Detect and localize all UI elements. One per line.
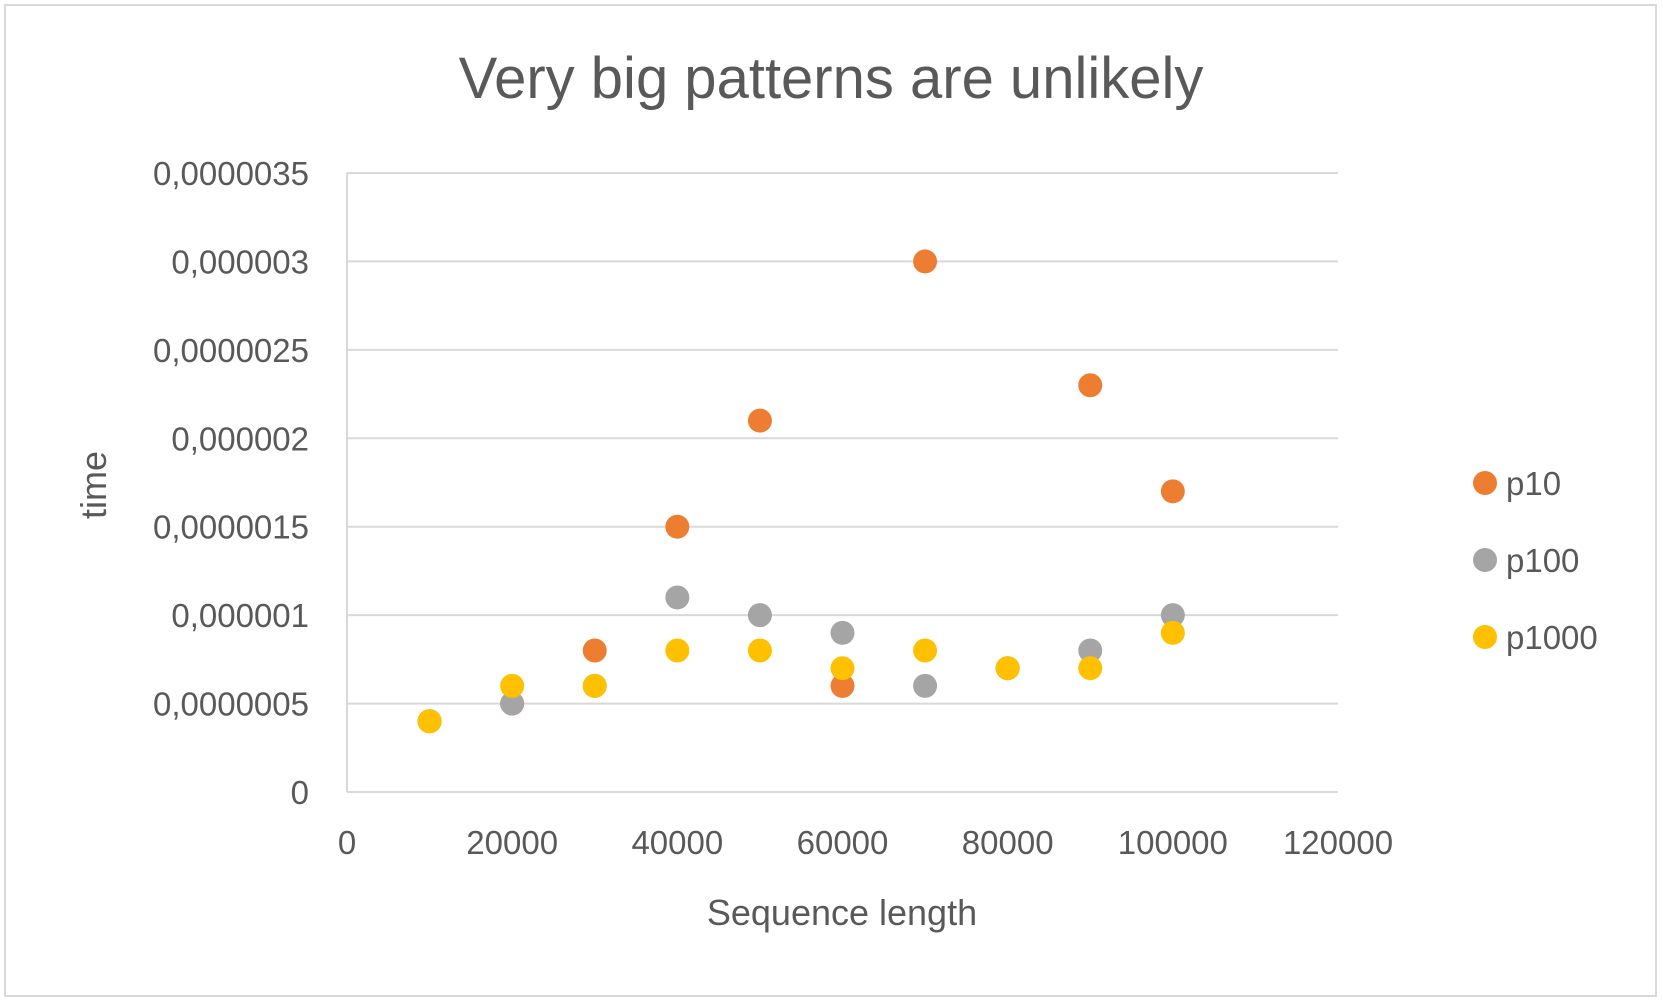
data-point-p10 bbox=[747, 408, 772, 433]
data-point-p100 bbox=[1078, 638, 1103, 663]
data-point-p100 bbox=[830, 620, 855, 645]
data-point-p100 bbox=[665, 585, 690, 610]
data-point-p10 bbox=[1160, 479, 1185, 504]
x-tick-label: 120000 bbox=[1283, 824, 1393, 861]
x-tick-label: 100000 bbox=[1118, 824, 1228, 861]
axes bbox=[346, 173, 1338, 793]
data-point-p100 bbox=[1160, 603, 1185, 628]
x-tick-label: 20000 bbox=[466, 824, 558, 861]
data-point-p10 bbox=[1078, 373, 1103, 398]
y-tick-label: 0,000001 bbox=[171, 597, 309, 634]
legend: p10 p100 p1000 bbox=[1473, 465, 1598, 656]
data-point-p1000 bbox=[995, 656, 1020, 681]
y-axis-title: time bbox=[73, 451, 114, 519]
legend-label-p100: p100 bbox=[1506, 542, 1579, 579]
legend-marker-p1000 bbox=[1473, 625, 1497, 649]
data-point-p1000 bbox=[582, 673, 607, 698]
data-point-p1000 bbox=[665, 638, 690, 663]
y-tick-label: 0,0000035 bbox=[153, 155, 309, 192]
y-tick-label: 0,000002 bbox=[171, 420, 309, 457]
data-point-p10 bbox=[582, 638, 607, 663]
data-point-p10 bbox=[665, 514, 690, 539]
x-axis-tick-labels: 0 20000 40000 60000 80000 100000 120000 bbox=[338, 824, 1393, 861]
y-tick-label: 0,0000025 bbox=[153, 332, 309, 369]
data-point-p1000 bbox=[747, 638, 772, 663]
data-point-p10 bbox=[830, 673, 855, 698]
data-point-p1000 bbox=[1078, 656, 1103, 681]
chart-title: Very big patterns are unlikely bbox=[459, 46, 1204, 111]
y-tick-label: 0,0000005 bbox=[153, 686, 309, 723]
data-point-p1000 bbox=[830, 656, 855, 681]
data-point-p1000 bbox=[913, 638, 938, 663]
data-points bbox=[417, 249, 1185, 734]
y-tick-label: 0,000003 bbox=[171, 243, 309, 280]
x-tick-label: 40000 bbox=[631, 824, 723, 861]
y-axis-tick-labels: 0 0,0000005 0,000001 0,0000015 0,000002 0,000… bbox=[153, 155, 309, 811]
x-axis-title: Sequence length bbox=[707, 892, 977, 933]
y-tick-label: 0 bbox=[291, 774, 309, 811]
data-point-p1000 bbox=[417, 709, 442, 734]
data-point-p1000 bbox=[500, 673, 525, 698]
data-point-p1000 bbox=[1160, 620, 1185, 645]
legend-label-p1000: p1000 bbox=[1506, 619, 1598, 656]
y-tick-label: 0,0000015 bbox=[153, 509, 309, 546]
legend-marker-p10 bbox=[1473, 471, 1497, 495]
data-point-p100 bbox=[913, 673, 938, 698]
x-tick-label: 0 bbox=[338, 824, 356, 861]
data-point-p10 bbox=[913, 249, 938, 274]
legend-label-p10: p10 bbox=[1506, 465, 1561, 502]
x-tick-label: 60000 bbox=[797, 824, 889, 861]
data-point-p100 bbox=[500, 691, 525, 716]
legend-marker-p100 bbox=[1473, 548, 1497, 572]
chart-area bbox=[4, 4, 1657, 997]
x-tick-label: 80000 bbox=[962, 824, 1054, 861]
data-point-p100 bbox=[747, 603, 772, 628]
